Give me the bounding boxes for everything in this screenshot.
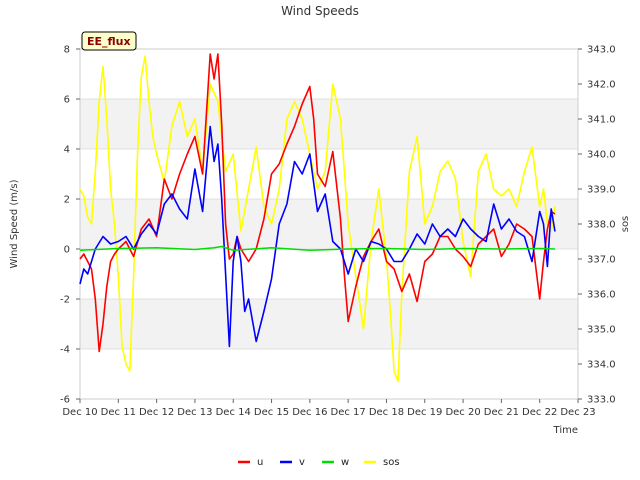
- legend-item-u: u: [238, 457, 263, 468]
- series-line-w: [79, 245, 556, 252]
- series-line-v: [79, 125, 556, 348]
- x-tick-label-4: Dec 14: [216, 407, 251, 418]
- chart-title: Wind Speeds: [281, 4, 359, 18]
- y2-tick-label-8: 341.0: [587, 115, 616, 126]
- legend-label-w: w: [341, 457, 349, 468]
- y-axis-left: -6 -4 -2 0 2 4 6 8: [60, 45, 80, 406]
- x-tick-label-12: Dec 22: [522, 407, 557, 418]
- y2-tick-label-1: 334.0: [587, 360, 616, 371]
- x-tick-label-2: Dec 12: [139, 407, 174, 418]
- x-tick-label-5: Dec 15: [254, 407, 289, 418]
- y-tick-label-7: 8: [64, 45, 70, 56]
- legend-label-u: u: [257, 457, 263, 468]
- legend-label-v: v: [299, 457, 305, 468]
- grid-band-0: [80, 299, 578, 349]
- x-tick-label-1: Dec 11: [101, 407, 136, 418]
- y-tick-label-1: -4: [60, 345, 70, 356]
- legend-item-sos: sos: [364, 457, 400, 468]
- y-tick-label-0: -6: [60, 395, 70, 406]
- y2-tick-label-10: 343.0: [587, 45, 616, 56]
- y2-axis-title: sos: [620, 216, 631, 233]
- x-tick-label-6: Dec 16: [292, 407, 327, 418]
- y-tick-label-6: 6: [64, 95, 70, 106]
- grid-bands: [80, 48, 578, 400]
- y-tick-label-4: 2: [64, 195, 70, 206]
- y2-tick-label-7: 340.0: [587, 150, 616, 161]
- x-tick-label-13: Dec 23: [560, 407, 595, 418]
- y-tick-label-3: 0: [64, 245, 70, 256]
- legend-label-sos: sos: [383, 457, 400, 468]
- y-axis-right: 333.0 334.0 335.0 336.0 337.0 338.0 339.0 340.0…: [578, 45, 616, 406]
- y-tick-label-5: 4: [64, 145, 70, 156]
- site-badge: EE_flux: [81, 31, 137, 51]
- x-tick-label-8: Dec 18: [369, 407, 404, 418]
- y2-tick-label-5: 338.0: [587, 220, 616, 231]
- x-tick-label-9: Dec 19: [407, 407, 442, 418]
- legend: u v w sos: [238, 457, 400, 468]
- x-axis: Dec 10 Dec 11 Dec 12 Dec 13 Dec 14 Dec 15 Dec …: [62, 399, 596, 418]
- y2-tick-label-0: 333.0: [587, 395, 616, 406]
- x-tick-label-0: Dec 10: [62, 407, 97, 418]
- legend-item-w: w: [322, 457, 349, 468]
- y2-tick-label-4: 337.0: [587, 255, 616, 266]
- y-axis-title: Wind Speed (m/s): [9, 179, 20, 268]
- legend-item-v: v: [280, 457, 305, 468]
- series-line-sos: [79, 55, 556, 383]
- site-badge-label: EE_flux: [87, 35, 131, 48]
- grid-band-1: [80, 199, 578, 249]
- site-badge-box: [81, 31, 137, 51]
- x-tick-label-10: Dec 20: [445, 407, 480, 418]
- x-tick-label-7: Dec 17: [331, 407, 366, 418]
- y2-tick-label-6: 339.0: [587, 185, 616, 196]
- y2-tick-label-2: 335.0: [587, 325, 616, 336]
- x-tick-label-11: Dec 21: [484, 407, 519, 418]
- x-tick-label-3: Dec 13: [177, 407, 212, 418]
- y2-tick-label-3: 336.0: [587, 290, 616, 301]
- y-tick-label-2: -2: [60, 295, 70, 306]
- y2-tick-label-9: 342.0: [587, 80, 616, 91]
- x-axis-title: Time: [553, 425, 578, 436]
- series-layer: [79, 53, 556, 383]
